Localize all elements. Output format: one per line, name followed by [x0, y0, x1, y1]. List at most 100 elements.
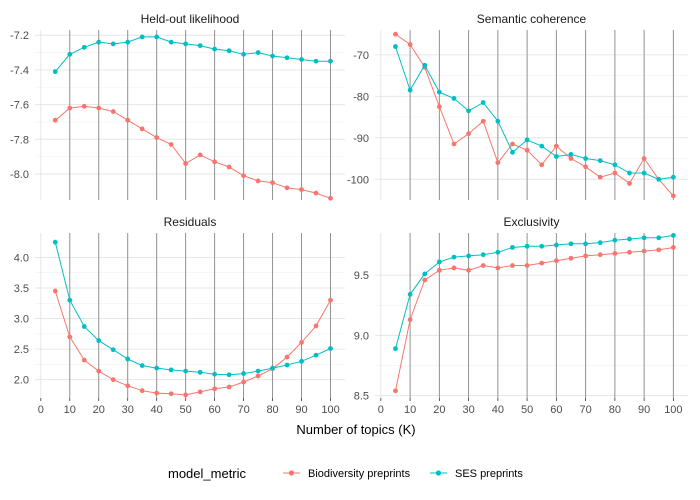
- data-point-biodiversity-preprints: [553, 258, 559, 264]
- data-point-biodiversity-preprints: [436, 104, 442, 110]
- data-point-biodiversity-preprints: [510, 141, 515, 147]
- data-point-ses-preprints: [52, 239, 58, 245]
- data-point-ses-preprints: [436, 259, 442, 265]
- data-point-ses-preprints: [168, 367, 174, 373]
- data-point-ses-preprints: [583, 241, 589, 247]
- panel-residuals: Residuals 2.0 2.5 3.0 3.5 4.0: [14, 215, 345, 398]
- data-point-biodiversity-preprints: [226, 384, 232, 390]
- data-point-biodiversity-preprints: [568, 156, 574, 161]
- data-point-biodiversity-preprints: [568, 255, 574, 261]
- series-line-ses-preprints: [54, 242, 331, 376]
- data-point-ses-preprints: [241, 51, 246, 57]
- data-point-ses-preprints: [422, 271, 428, 277]
- x-tick-label: 70: [237, 404, 249, 416]
- data-point-ses-preprints: [597, 158, 603, 164]
- data-point-ses-preprints: [255, 368, 261, 374]
- data-point-ses-preprints: [495, 118, 501, 124]
- data-point-biodiversity-preprints: [524, 147, 530, 153]
- x-tick-label: 20: [93, 404, 105, 416]
- data-point-ses-preprints: [183, 368, 189, 374]
- data-point-ses-preprints: [597, 240, 603, 246]
- y-tick-label: -80: [353, 91, 369, 103]
- data-point-ses-preprints: [241, 371, 246, 376]
- data-point-ses-preprints: [67, 51, 73, 57]
- data-point-biodiversity-preprints: [168, 142, 174, 147]
- x-tick-label: 80: [609, 404, 621, 416]
- data-point-ses-preprints: [436, 89, 442, 95]
- data-point-ses-preprints: [539, 143, 545, 149]
- data-point-ses-preprints: [480, 252, 486, 258]
- data-point-biodiversity-preprints: [125, 117, 131, 123]
- data-point-ses-preprints: [226, 48, 232, 54]
- data-point-ses-preprints: [553, 154, 559, 159]
- data-point-ses-preprints: [154, 34, 160, 40]
- data-point-biodiversity-preprints: [612, 170, 618, 176]
- data-point-biodiversity-preprints: [139, 126, 145, 132]
- data-point-biodiversity-preprints: [597, 174, 603, 180]
- legend-item-biodiversity-preprints: Biodiversity preprints: [283, 468, 411, 480]
- data-point-biodiversity-preprints: [510, 263, 515, 268]
- data-point-ses-preprints: [466, 253, 472, 259]
- data-point-biodiversity-preprints: [451, 265, 457, 271]
- data-point-biodiversity-preprints: [168, 391, 174, 397]
- panel-title: Held-out likelihood: [141, 12, 240, 26]
- data-point-biodiversity-preprints: [612, 251, 618, 256]
- y-tick-label: 9.5: [354, 270, 369, 282]
- data-point-biodiversity-preprints: [393, 388, 398, 394]
- data-point-biodiversity-preprints: [110, 109, 116, 114]
- x-tick-label: 20: [433, 404, 445, 416]
- legend-label: SES preprints: [455, 468, 523, 480]
- data-point-ses-preprints: [81, 324, 87, 329]
- data-point-ses-preprints: [495, 249, 501, 255]
- data-point-biodiversity-preprints: [212, 159, 218, 165]
- data-point-ses-preprints: [168, 39, 174, 45]
- data-point-biodiversity-preprints: [670, 193, 676, 199]
- data-point-ses-preprints: [67, 297, 73, 303]
- data-point-biodiversity-preprints: [96, 368, 102, 374]
- panel-title: Residuals: [164, 215, 217, 229]
- legend-item-ses-preprints: SES preprints: [430, 468, 523, 480]
- data-point-biodiversity-preprints: [299, 339, 304, 345]
- data-point-biodiversity-preprints: [197, 389, 203, 395]
- data-point-biodiversity-preprints: [284, 354, 290, 360]
- data-point-biodiversity-preprints: [480, 263, 486, 268]
- data-point-ses-preprints: [212, 371, 218, 377]
- x-tick-label: 50: [521, 404, 533, 416]
- data-point-biodiversity-preprints: [52, 288, 58, 294]
- data-point-biodiversity-preprints: [154, 390, 160, 396]
- data-point-biodiversity-preprints: [255, 373, 261, 379]
- data-point-biodiversity-preprints: [422, 277, 428, 283]
- panel-held-out-likelihood: Held-out likelihood -8.0 -7.8 -7.6 -7.4 -7.2: [10, 12, 345, 201]
- y-tick-label: 4.0: [14, 252, 29, 264]
- series-line-biodiversity-preprints: [54, 105, 331, 199]
- data-point-biodiversity-preprints: [270, 180, 275, 186]
- data-point-ses-preprints: [612, 162, 618, 168]
- data-point-ses-preprints: [524, 137, 530, 143]
- x-tick-label: 90: [638, 404, 650, 416]
- data-point-ses-preprints: [480, 100, 486, 105]
- data-point-ses-preprints: [568, 241, 574, 247]
- data-point-biodiversity-preprints: [641, 156, 647, 161]
- x-tick-label: 30: [462, 404, 474, 416]
- data-point-ses-preprints: [656, 235, 662, 241]
- data-point-biodiversity-preprints: [81, 357, 87, 363]
- y-tick-label: -8.0: [10, 169, 29, 181]
- data-point-biodiversity-preprints: [96, 105, 102, 111]
- data-point-ses-preprints: [197, 43, 203, 49]
- data-point-biodiversity-preprints: [627, 249, 632, 255]
- legend-label: Biodiversity preprints: [308, 468, 411, 480]
- data-point-ses-preprints: [670, 233, 676, 238]
- data-point-biodiversity-preprints: [539, 260, 545, 266]
- legend-title: model_metric: [168, 466, 247, 481]
- data-point-ses-preprints: [81, 44, 87, 50]
- data-point-ses-preprints: [627, 170, 632, 176]
- data-point-ses-preprints: [451, 254, 457, 260]
- data-point-ses-preprints: [125, 39, 131, 45]
- data-point-biodiversity-preprints: [656, 247, 662, 253]
- data-point-ses-preprints: [422, 62, 428, 68]
- data-point-ses-preprints: [284, 55, 290, 61]
- data-point-ses-preprints: [270, 53, 275, 59]
- data-point-ses-preprints: [656, 176, 662, 182]
- data-point-biodiversity-preprints: [393, 31, 398, 37]
- data-point-ses-preprints: [568, 151, 574, 157]
